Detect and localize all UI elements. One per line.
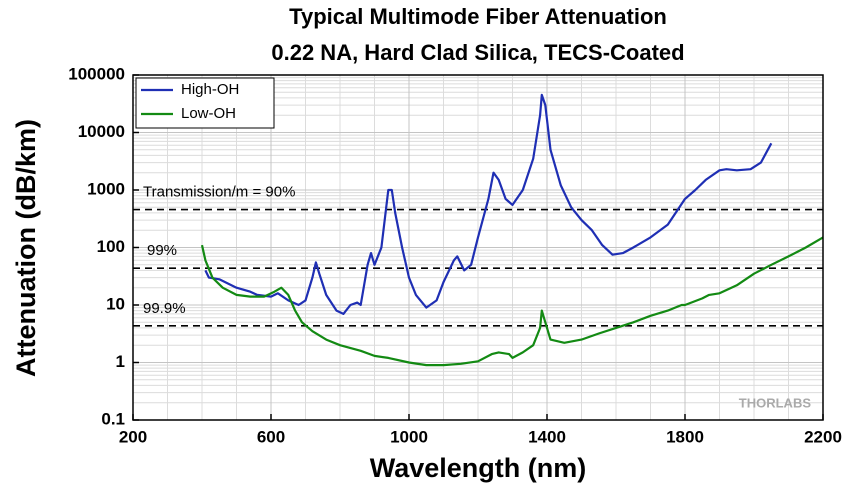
y-tick-label: 100000 (68, 64, 125, 83)
series-line (200, 236, 824, 367)
y-tick-label: 0.1 (101, 409, 125, 428)
legend-label: High-OH (181, 81, 239, 98)
chart-title: Typical Multimode Fiber Attenuation (289, 4, 667, 29)
y-tick-label: 10000 (78, 122, 125, 141)
x-tick-label: 600 (257, 427, 285, 446)
legend-label: Low-OH (181, 105, 236, 122)
reference-label: Transmission/m = 90% (143, 183, 295, 200)
legend-box (135, 77, 275, 129)
reference-label: 99.9% (143, 300, 186, 317)
y-tick-label: 1 (116, 352, 125, 371)
y-tick-label: 100 (97, 237, 125, 256)
x-tick-label: 1800 (666, 427, 704, 446)
x-tick-label: 1000 (390, 427, 428, 446)
x-tick-label: 2200 (804, 427, 842, 446)
watermark: THORLABS (739, 395, 812, 410)
reference-label: 99% (147, 242, 177, 259)
chart-subtitle: 0.22 NA, Hard Clad Silica, TECS-Coated (271, 40, 684, 65)
plot-frame (132, 74, 824, 421)
y-axis-label: Attenuation (dB/km) (11, 119, 41, 377)
y-tick-label: 10 (106, 294, 125, 313)
y-tick-label: 1000 (87, 179, 125, 198)
series-line (204, 93, 773, 315)
x-tick-label: 1400 (528, 427, 566, 446)
x-tick-label: 200 (119, 427, 147, 446)
x-axis-label: Wavelength (nm) (370, 453, 587, 483)
